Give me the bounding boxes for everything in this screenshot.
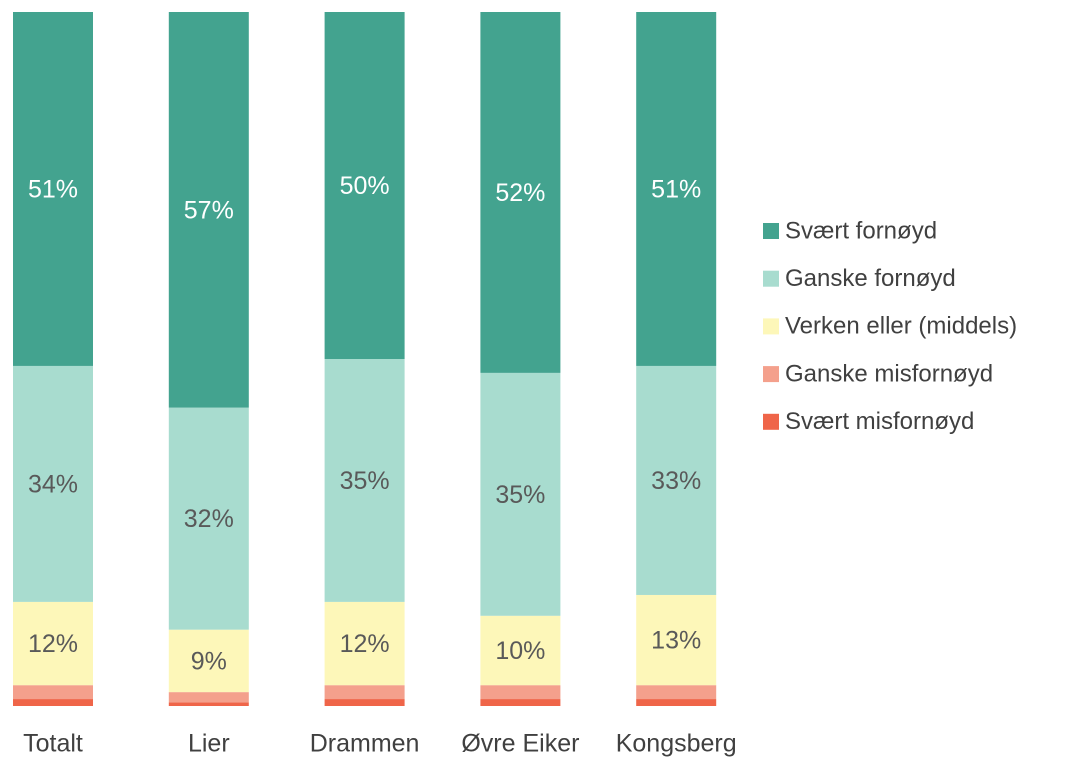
data-label: 9% bbox=[191, 647, 227, 675]
bar-segment bbox=[480, 372, 561, 616]
x-tick-label: Kongsberg bbox=[616, 730, 737, 757]
x-tick-label: Lier bbox=[188, 730, 230, 757]
legend-swatch bbox=[763, 318, 779, 335]
data-label: 12% bbox=[340, 630, 390, 658]
legend-label: Ganske fornøyd bbox=[785, 265, 956, 292]
data-label: 32% bbox=[184, 505, 234, 533]
bar-segment bbox=[168, 629, 249, 693]
bar-segment bbox=[168, 702, 249, 706]
bar-segment bbox=[13, 365, 93, 602]
bar-segment bbox=[13, 601, 93, 686]
data-label: 13% bbox=[651, 627, 701, 655]
bar-segment bbox=[480, 699, 561, 706]
data-label: 50% bbox=[340, 172, 390, 200]
bar-segment bbox=[168, 692, 249, 703]
bar-segment bbox=[636, 12, 717, 366]
bar-segment bbox=[13, 699, 93, 706]
legend-label: Svært misfornøyd bbox=[785, 408, 974, 435]
bar-segment bbox=[168, 407, 249, 630]
bar-segment bbox=[13, 12, 93, 366]
bar-segment bbox=[636, 365, 717, 595]
legend-swatch bbox=[763, 413, 779, 430]
bar-segment bbox=[324, 12, 405, 359]
data-label: 12% bbox=[28, 630, 78, 658]
data-label: 51% bbox=[651, 176, 701, 204]
data-label: 35% bbox=[340, 467, 390, 495]
bar-segment bbox=[480, 615, 561, 686]
bar-segment bbox=[324, 359, 405, 602]
x-tick-label: Totalt bbox=[23, 730, 83, 757]
bar-segment bbox=[324, 699, 405, 706]
data-label: 35% bbox=[495, 481, 545, 509]
data-label: 34% bbox=[28, 471, 78, 499]
bar-segment bbox=[13, 685, 93, 700]
data-label: 51% bbox=[28, 176, 78, 204]
bar-segment bbox=[480, 12, 561, 373]
bar-segment bbox=[636, 594, 717, 686]
bar-segment bbox=[168, 12, 249, 408]
bar-segment bbox=[480, 685, 561, 700]
legend-swatch bbox=[763, 270, 779, 287]
bar-segment bbox=[636, 685, 717, 700]
data-label: 57% bbox=[184, 196, 234, 224]
bar-segment bbox=[636, 699, 717, 706]
legend-label: Ganske misfornøyd bbox=[785, 360, 993, 387]
legend-swatch bbox=[763, 366, 779, 383]
data-label: 10% bbox=[495, 637, 545, 665]
x-tick-label: Drammen bbox=[310, 730, 420, 757]
legend-swatch bbox=[763, 223, 779, 239]
legend-label: Svært fornøyd bbox=[785, 217, 937, 244]
bar-segment bbox=[324, 601, 405, 686]
bar-segment bbox=[324, 685, 405, 700]
data-label: 33% bbox=[651, 467, 701, 495]
data-label: 52% bbox=[495, 179, 545, 207]
legend-label: Verken eller (middels) bbox=[785, 313, 1017, 340]
x-tick-label: Øvre Eiker bbox=[461, 730, 579, 757]
